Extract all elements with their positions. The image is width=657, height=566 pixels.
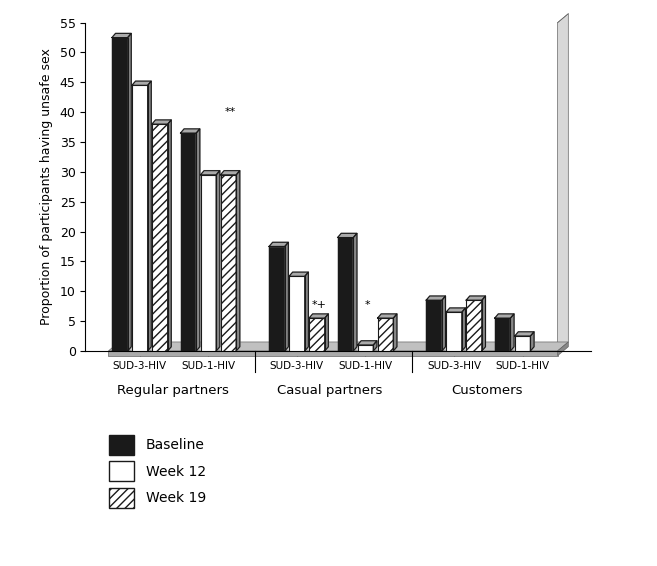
Polygon shape — [394, 314, 397, 351]
Text: *+: *+ — [311, 301, 327, 310]
Polygon shape — [216, 171, 220, 351]
Polygon shape — [378, 314, 397, 318]
Polygon shape — [200, 175, 216, 351]
Polygon shape — [148, 81, 151, 351]
Polygon shape — [221, 175, 237, 351]
Polygon shape — [196, 129, 200, 351]
Polygon shape — [357, 341, 377, 345]
Polygon shape — [108, 351, 558, 355]
Polygon shape — [132, 85, 148, 351]
Text: Casual partners: Casual partners — [277, 384, 382, 397]
Polygon shape — [514, 336, 530, 351]
Polygon shape — [152, 124, 168, 351]
Text: *: * — [365, 301, 370, 310]
Polygon shape — [284, 242, 288, 351]
Polygon shape — [305, 272, 308, 351]
Polygon shape — [132, 81, 151, 85]
Polygon shape — [181, 129, 200, 133]
Polygon shape — [112, 33, 131, 37]
Polygon shape — [289, 272, 308, 276]
Polygon shape — [325, 314, 328, 351]
Polygon shape — [168, 120, 171, 351]
Text: Regular partners: Regular partners — [117, 384, 229, 397]
Polygon shape — [309, 314, 328, 318]
Polygon shape — [530, 332, 534, 351]
Polygon shape — [221, 171, 240, 175]
Polygon shape — [289, 276, 305, 351]
Polygon shape — [558, 14, 568, 351]
Polygon shape — [181, 133, 196, 351]
Polygon shape — [495, 318, 510, 351]
Polygon shape — [466, 300, 482, 351]
Polygon shape — [510, 314, 514, 351]
Polygon shape — [495, 314, 514, 318]
Polygon shape — [200, 171, 220, 175]
Polygon shape — [446, 308, 465, 312]
Polygon shape — [237, 171, 240, 351]
Polygon shape — [338, 238, 353, 351]
Polygon shape — [378, 318, 394, 351]
Legend: Baseline, Week 12, Week 19: Baseline, Week 12, Week 19 — [102, 428, 213, 514]
Polygon shape — [446, 312, 462, 351]
Y-axis label: Proportion of participants having unsafe sex: Proportion of participants having unsafe… — [39, 48, 53, 325]
Polygon shape — [127, 33, 131, 351]
Polygon shape — [482, 296, 486, 351]
Text: Customers: Customers — [451, 384, 523, 397]
Polygon shape — [269, 246, 284, 351]
Polygon shape — [108, 342, 568, 351]
Polygon shape — [426, 300, 442, 351]
Polygon shape — [514, 332, 534, 336]
Polygon shape — [269, 242, 288, 246]
Polygon shape — [353, 233, 357, 351]
Polygon shape — [462, 308, 465, 351]
Polygon shape — [373, 341, 377, 351]
Polygon shape — [309, 318, 325, 351]
Polygon shape — [426, 296, 445, 300]
Polygon shape — [442, 296, 445, 351]
Polygon shape — [112, 37, 127, 351]
Polygon shape — [466, 296, 486, 300]
Polygon shape — [357, 345, 373, 351]
Polygon shape — [338, 233, 357, 238]
Polygon shape — [558, 342, 568, 355]
Text: **: ** — [225, 107, 236, 117]
Polygon shape — [152, 120, 171, 124]
